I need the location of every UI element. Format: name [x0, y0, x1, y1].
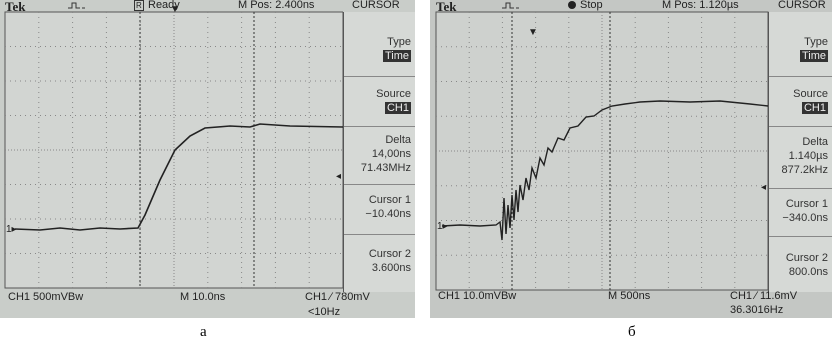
stop-icon [568, 1, 576, 9]
delta-freq: 71.43MHz [344, 162, 415, 174]
menu-label: Cursor 1 [344, 194, 415, 206]
trigger-marker: ◂ [761, 182, 766, 193]
scope-screen: 1▸ ◂ ▼ [0, 0, 343, 318]
menu-label: Source [344, 88, 415, 100]
m-pos: M Pos: 1.120µs [662, 0, 739, 11]
trigger-info: CH1 ∕ 780mV [305, 291, 370, 303]
menu-value[interactable]: Time [383, 50, 411, 62]
delta-time: 14,00ns [344, 148, 415, 160]
menu-value[interactable]: Time [800, 50, 828, 62]
timebase: M 500ns [608, 290, 650, 302]
menu-label: Cursor 2 [344, 248, 415, 260]
frequency: <10Hz [308, 306, 340, 318]
channel-info: CH1 500mVBw [8, 291, 83, 303]
status-icon: R [134, 0, 144, 11]
menu-value[interactable]: CH1 [802, 102, 828, 114]
status: Ready [148, 0, 180, 11]
ch1-marker: 1▸ [6, 224, 17, 235]
menu-label: Delta [769, 136, 832, 148]
delta-freq: 877.2kHz [769, 164, 832, 176]
trigger-info: CH1 ∕ 11.6mV [730, 290, 797, 302]
status: Stop [580, 0, 603, 11]
menu-value: −340.0ns [769, 212, 832, 224]
menu-label: Delta [344, 134, 415, 146]
menu-label: Cursor 2 [769, 252, 832, 264]
trigger-icon [68, 3, 85, 8]
timebase: M 10.0ns [180, 291, 225, 303]
menu-title: CURSOR [352, 0, 400, 11]
side-menu: Type Time Source CH1 Delta 1.140µs 877.2… [768, 12, 832, 292]
trigger-pos-marker: ▼ [528, 27, 538, 38]
menu-title: CURSOR [778, 0, 826, 11]
brand: Tek [5, 0, 25, 15]
page: 1▸ ◂ ▼ Tek R Ready M Pos: 2.400ns CURSOR… [0, 0, 832, 344]
caption: а [200, 324, 207, 341]
frequency: 36.3016Hz [730, 304, 783, 316]
menu-value[interactable]: CH1 [385, 102, 411, 114]
brand: Tek [436, 0, 456, 15]
m-pos: M Pos: 2.400ns [238, 0, 314, 11]
trigger-marker: ◂ [336, 171, 341, 182]
side-menu: Type Time Source CH1 Delta 14,00ns 71.43… [343, 12, 415, 292]
menu-value: 3.600ns [344, 262, 415, 274]
delta-time: 1.140µs [769, 150, 832, 162]
menu-value: −10.40ns [344, 208, 415, 220]
caption: б [628, 324, 636, 341]
scope-panel: 1▸ ◂ ▼ Tek Stop M Pos: 1.120µs CURSOR Ty… [430, 0, 832, 318]
menu-label: Type [769, 36, 832, 48]
channel-info: CH1 10.0mVBw [438, 290, 516, 302]
scope-panel: 1▸ ◂ ▼ Tek R Ready M Pos: 2.400ns CURSOR… [0, 0, 415, 318]
ch1-marker: 1▸ [437, 221, 448, 232]
trigger-icon [502, 3, 519, 8]
scope-screen: 1▸ ◂ ▼ [430, 0, 770, 318]
menu-value: 800.0ns [769, 266, 832, 278]
menu-label: Type [344, 36, 415, 48]
menu-label: Source [769, 88, 832, 100]
menu-label: Cursor 1 [769, 198, 832, 210]
